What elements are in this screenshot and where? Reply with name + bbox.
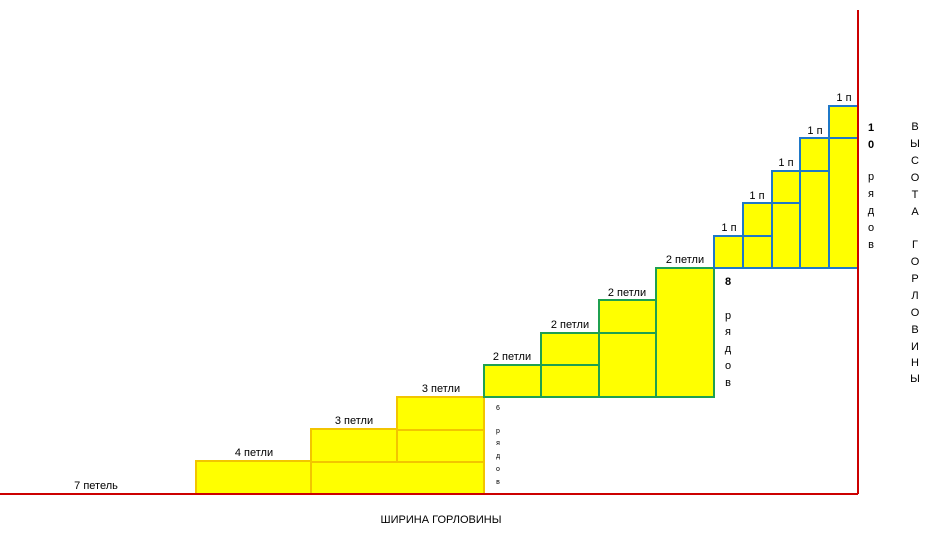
rows-six-letter: д <box>496 453 500 460</box>
label-top-5: 1 п <box>836 92 851 104</box>
rows-ten-label: 1 0 р я д о в <box>868 122 875 251</box>
label-middle-3: 2 петли <box>608 287 646 299</box>
label-middle-1: 2 петли <box>493 351 531 363</box>
rows-eight-letter: р <box>725 310 731 322</box>
label-top-3: 1 п <box>778 157 793 169</box>
rows-six-label: 6 р я д о в <box>496 405 500 486</box>
rows-ten-letter: в <box>868 239 874 251</box>
height-letter: Г <box>912 239 918 251</box>
width-axis-label: ШИРИНА ГОРЛОВИНЫ <box>381 514 502 526</box>
rows-six-letter: я <box>496 440 500 447</box>
label-bottom-3: 3 петли <box>422 383 460 395</box>
rows-six-letter: р <box>496 428 500 435</box>
middle-steps <box>483 267 715 398</box>
rows-ten-digit: 0 <box>868 139 874 151</box>
rows-six-letter: в <box>496 479 500 486</box>
rows-ten-letter: о <box>868 222 874 234</box>
height-letter: И <box>911 341 919 353</box>
height-letter: С <box>911 155 919 167</box>
height-letter: В <box>911 324 918 336</box>
rows-six-letter: о <box>496 466 500 473</box>
height-axis-label: В Ы С О Т А Г О Р Л О В И Н Ы <box>910 121 920 385</box>
height-letter: Р <box>911 273 918 285</box>
height-letter: Ы <box>910 138 920 150</box>
rows-ten-digit: 1 <box>868 122 874 134</box>
height-letter: Л <box>911 290 918 302</box>
rows-eight-label: 8 р я д о в <box>725 276 732 389</box>
height-letter: Н <box>911 357 919 369</box>
bottom-fill-1 <box>195 460 485 495</box>
rows-eight-letter: д <box>725 343 732 355</box>
bottom-steps <box>195 396 485 495</box>
rows-ten-letter: р <box>868 171 874 183</box>
height-letter: О <box>911 256 920 268</box>
rows-eight-number: 8 <box>725 276 731 288</box>
middle-fill-4 <box>655 267 715 398</box>
height-letter: В <box>911 121 918 133</box>
height-letter: Ы <box>910 373 920 385</box>
rows-eight-letter: о <box>725 360 731 372</box>
top-steps <box>713 105 859 269</box>
rows-six-number: 6 <box>496 405 500 412</box>
label-top-2: 1 п <box>749 190 764 202</box>
label-base: 7 петель <box>74 480 118 492</box>
label-middle-2: 2 петли <box>551 319 589 331</box>
label-bottom-1: 4 петли <box>235 447 273 459</box>
rows-eight-letter: я <box>725 326 731 338</box>
height-letter: О <box>911 307 920 319</box>
label-top-1: 1 п <box>721 222 736 234</box>
top-fill-5 <box>828 105 859 269</box>
label-top-4: 1 п <box>807 125 822 137</box>
rows-eight-letter: в <box>725 377 731 389</box>
label-bottom-2: 3 петли <box>335 415 373 427</box>
label-middle-4: 2 петли <box>666 254 704 266</box>
height-letter: О <box>911 172 920 184</box>
rows-ten-letter: д <box>868 205 875 217</box>
height-letter: Т <box>912 189 919 201</box>
rows-ten-letter: я <box>868 188 874 200</box>
height-letter: А <box>911 206 919 218</box>
bottom-fill-3 <box>396 396 485 431</box>
